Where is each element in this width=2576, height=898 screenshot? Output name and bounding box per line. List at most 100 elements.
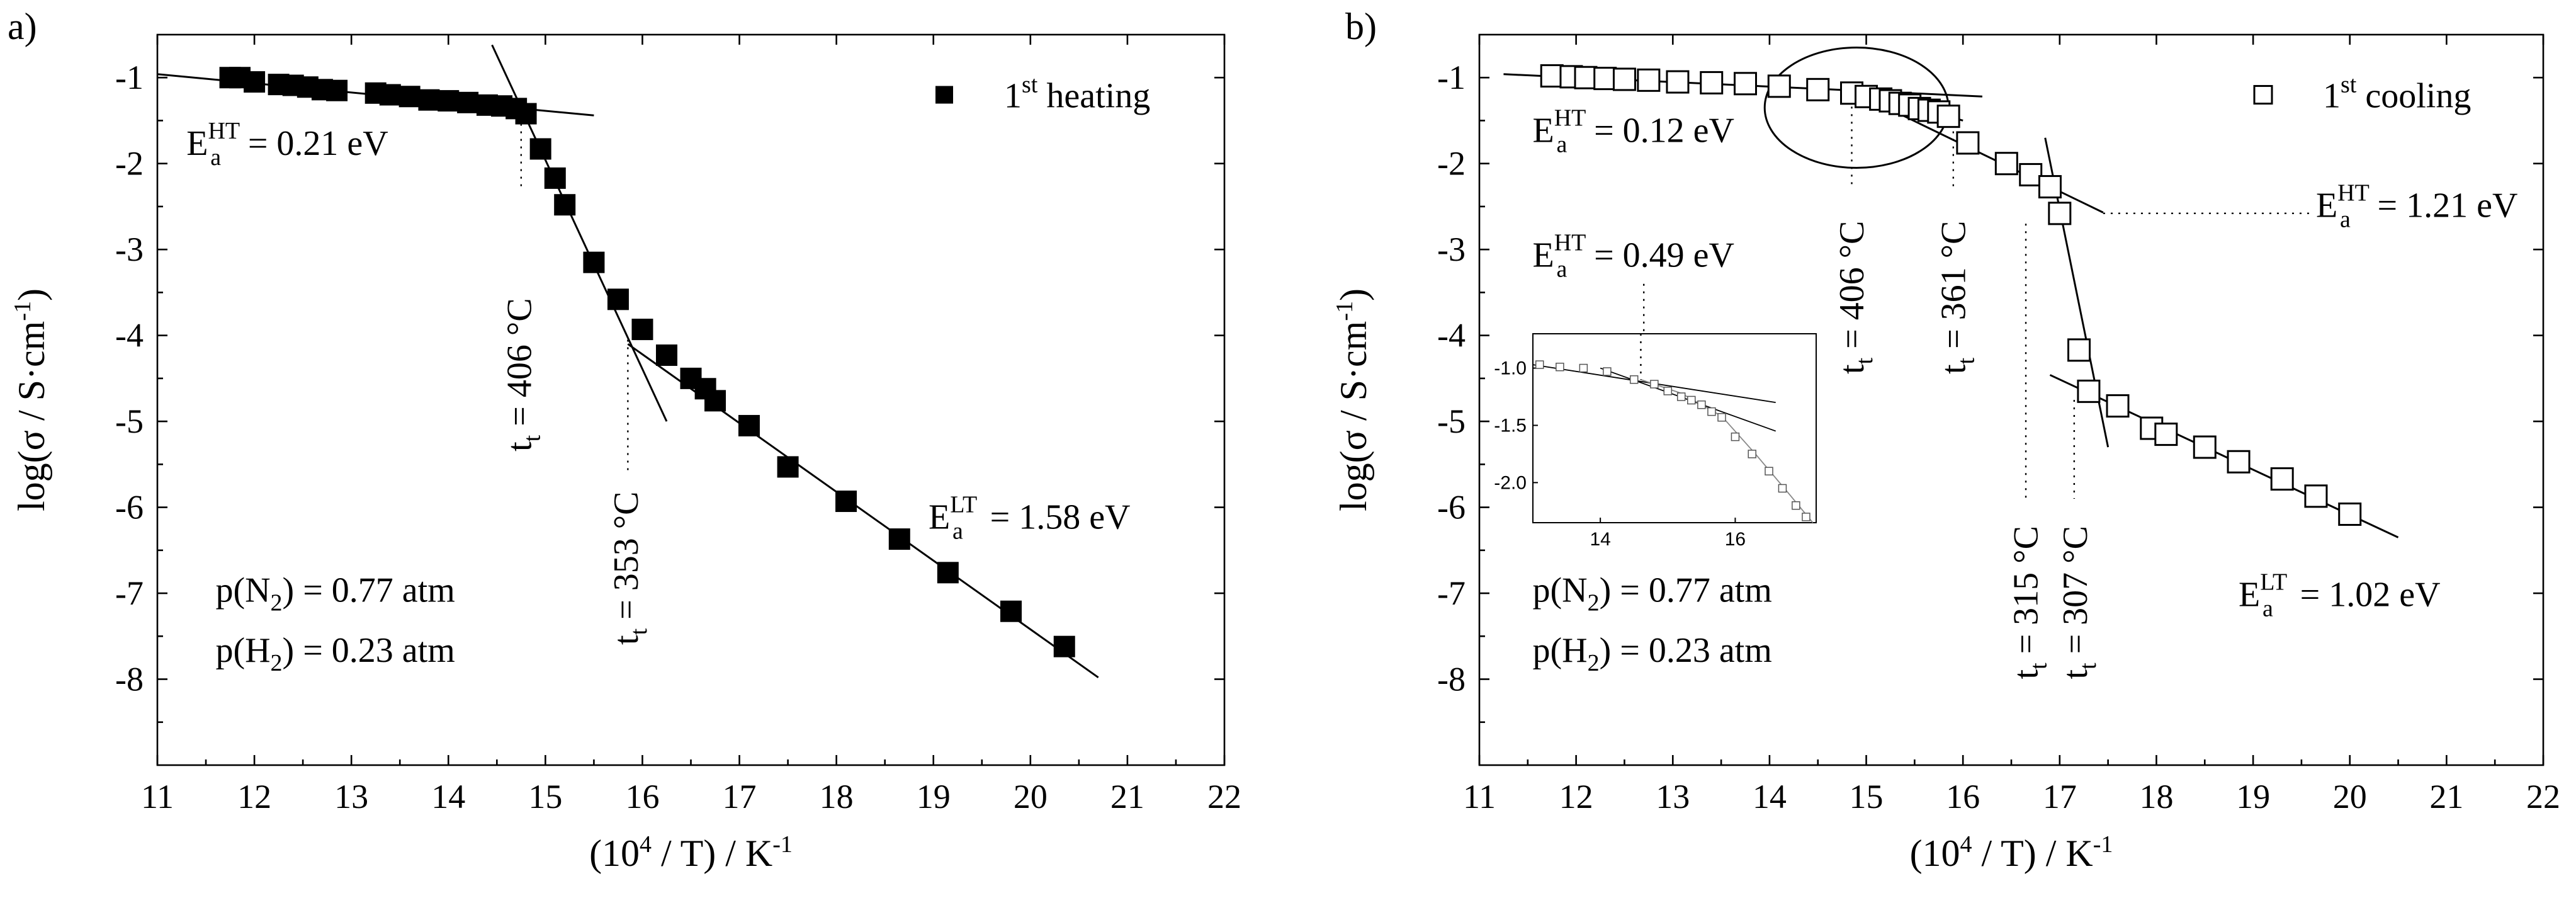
data-point [2154, 423, 2178, 446]
activation-energy-label: ELT a = 1.02 eV [2239, 569, 2440, 622]
inset-data-point [1676, 392, 1686, 401]
x-axis-label: (104 / T) / K-1 [589, 831, 793, 874]
data-point [457, 91, 479, 113]
panel-label: a) [8, 6, 37, 47]
inset-data-point [1629, 375, 1639, 384]
data-point [2304, 484, 2328, 508]
activation-energy-label: ELT a = 1.58 eV [929, 492, 1130, 545]
x-tick-label: 16 [625, 778, 659, 816]
inset-frame [1532, 333, 1817, 523]
transition-temperature-label: tt = 353 °C [607, 491, 652, 644]
data-point [2227, 450, 2251, 474]
panel-label: b) [1345, 6, 1377, 47]
inset-data-point [1778, 484, 1787, 493]
data-point [738, 414, 760, 436]
x-tick-label: 11 [1463, 778, 1496, 816]
x-tick-label: 19 [2236, 778, 2270, 816]
x-tick-label: 11 [141, 778, 174, 816]
data-point [398, 86, 421, 108]
data-point [1000, 600, 1022, 622]
data-point [777, 456, 799, 478]
x-tick-label: 21 [1110, 778, 1144, 816]
data-point [937, 562, 959, 584]
partial-pressure-label: p(N2) = 0.77 atm [1533, 571, 1772, 617]
inset-x-tick-label: 16 [1725, 529, 1746, 550]
inset-data-point [1731, 432, 1740, 441]
data-point [529, 138, 551, 160]
inset-y-tick-label: -2.0 [1494, 472, 1527, 493]
inset-data-point [1556, 362, 1564, 372]
y-tick-label: -3 [115, 230, 144, 268]
partial-pressure-label: p(N2) = 0.77 atm [215, 571, 455, 617]
y-tick-label: -2 [115, 145, 144, 183]
inset-data-point [1707, 407, 1716, 416]
data-point [1540, 64, 1564, 88]
data-point [1574, 65, 1598, 89]
legend-label: 1st cooling [2323, 72, 2471, 116]
x-tick-label: 13 [334, 778, 368, 816]
data-point [1637, 68, 1661, 92]
inset-data-point [1687, 395, 1696, 405]
transition-temperature-label: tt = 315 °C [2006, 526, 2052, 679]
x-tick-label: 17 [723, 778, 757, 816]
partial-pressure-label: p(H2) = 0.23 atm [215, 631, 455, 676]
x-tick-label: 12 [237, 778, 271, 816]
x-tick-label: 17 [2043, 778, 2077, 816]
activation-energy-label: EHT a = 1.21 eV [2316, 179, 2517, 232]
partial-pressure-label: p(H2) = 0.23 atm [1533, 631, 1772, 676]
data-point [2193, 435, 2217, 459]
inset-data-point [1792, 501, 1800, 510]
transition-temperature-label: tt = 361 °C [1934, 221, 1979, 374]
inset-data-point [1697, 400, 1706, 409]
y-tick-label: -6 [1437, 489, 1466, 526]
data-point [1053, 635, 1075, 657]
inset-data-point [1748, 450, 1756, 458]
y-axis-label: log(σ / S·cm-1) [9, 288, 52, 511]
x-axis-label: (104 / T) / K-1 [1910, 831, 2113, 874]
data-point [835, 491, 857, 513]
inset-y-tick-label: -1.0 [1494, 358, 1527, 379]
activation-energy-label: EHT a = 0.21 eV [186, 118, 388, 171]
data-point [515, 103, 537, 125]
inset-data-point [1717, 412, 1726, 422]
data-point [554, 194, 576, 216]
data-point [2067, 338, 2091, 362]
data-point [2038, 175, 2062, 199]
inset-data-point [1663, 387, 1673, 395]
y-tick-label: -3 [1437, 230, 1466, 268]
x-tick-label: 22 [1207, 778, 1241, 816]
x-tick-label: 18 [820, 778, 854, 816]
y-tick-label: -5 [115, 402, 144, 440]
inset-y-tick-label: -1.5 [1494, 415, 1527, 436]
data-point [1767, 74, 1791, 98]
inset-x-tick-label: 14 [1590, 529, 1610, 550]
transition-temperature-label: tt = 406 °C [500, 298, 545, 451]
data-point [2338, 503, 2362, 526]
data-point [704, 390, 726, 412]
data-point [418, 89, 440, 111]
x-tick-label: 14 [1753, 778, 1787, 816]
data-point [607, 288, 629, 310]
data-point [544, 167, 566, 189]
inset-data-point [1535, 360, 1544, 369]
y-tick-label: -8 [1437, 661, 1466, 698]
data-point [1956, 131, 1980, 155]
chart-panel-1: a) 11 12 13 14 15 16 17 18 19 20 21 22 -1 -2 -3 -4 -5 -6 -7… [8, 6, 1241, 874]
data-point [1806, 77, 1830, 101]
y-tick-label: -1 [1437, 59, 1466, 96]
data-point [2019, 162, 2043, 186]
x-tick-label: 22 [2526, 778, 2560, 816]
x-tick-label: 21 [2429, 778, 2463, 816]
x-tick-label: 13 [1656, 778, 1690, 816]
y-tick-label: -7 [1437, 574, 1466, 612]
x-tick-label: 15 [1850, 778, 1884, 816]
inset-data-point [1802, 513, 1811, 521]
chart-panel-2: b) 11 12 13 14 15 16 17 18 19 20 21 22 -1 -2 -3 -4 -5 -6 -7… [1331, 6, 2560, 874]
y-tick-label: -4 [1437, 317, 1466, 355]
y-tick-label: -7 [115, 574, 144, 612]
data-point [888, 528, 910, 550]
data-point [2077, 379, 2101, 403]
data-point [2048, 202, 2072, 225]
transition-temperature-label: tt = 406 °C [1833, 221, 1878, 374]
x-tick-label: 20 [2333, 778, 2367, 816]
